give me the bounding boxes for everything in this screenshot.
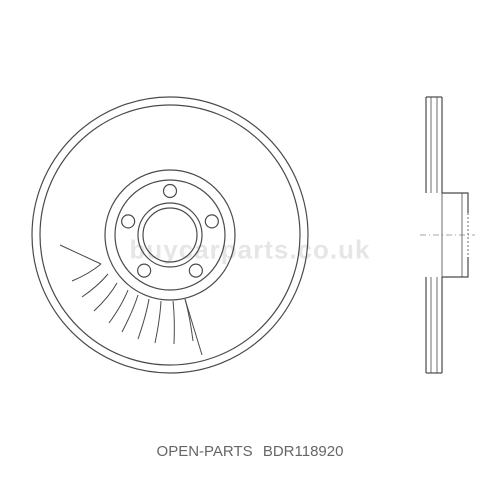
disc-side-svg <box>420 95 475 375</box>
brake-disc-side-view <box>420 95 475 375</box>
part-number-text: BDR118920 <box>263 443 344 460</box>
diagram-container: buycarparts.co.uk <box>0 0 500 500</box>
disc-front-svg <box>30 95 310 375</box>
brake-disc-front-view <box>30 95 310 375</box>
brand-text: OPEN-PARTS <box>157 443 253 460</box>
product-label: OPEN-PARTS BDR118920 <box>0 443 500 460</box>
